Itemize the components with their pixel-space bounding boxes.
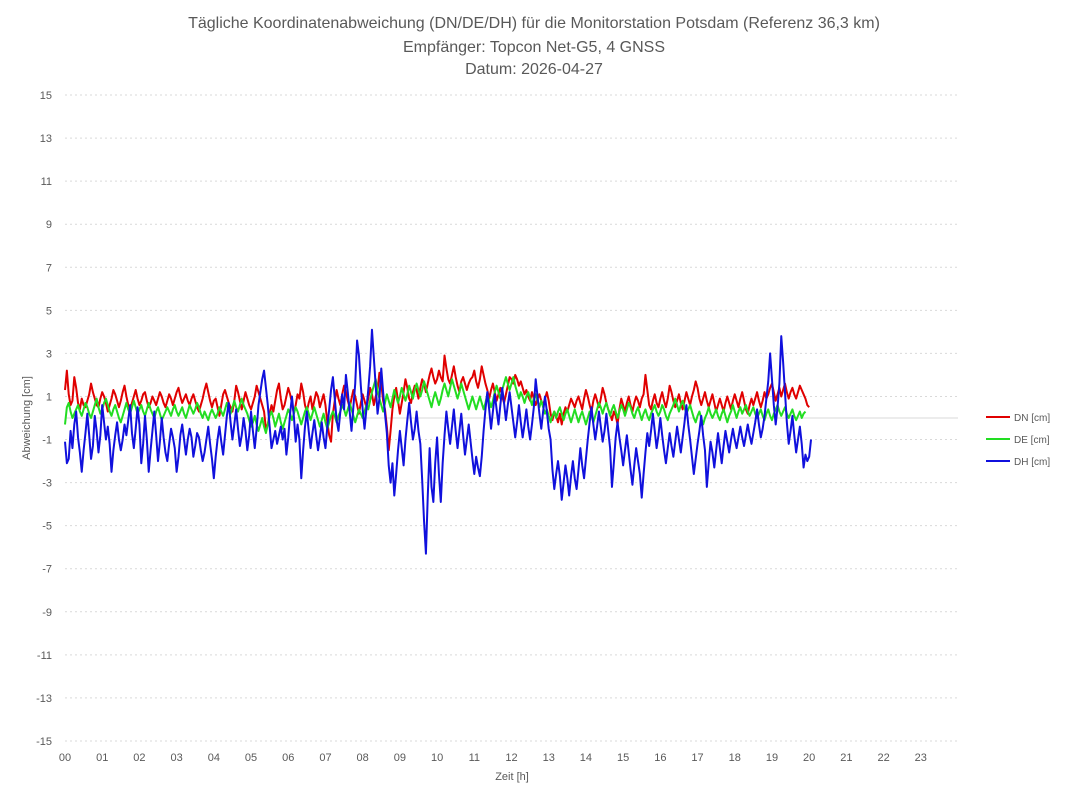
x-tick-label: 22	[877, 752, 889, 764]
x-tick-label: 19	[766, 752, 778, 764]
y-tick-label: -15	[36, 736, 52, 748]
legend-label-dh: DH [cm]	[1014, 457, 1050, 468]
chart-title-line-1: Tägliche Koordinatenabweichung (DN/DE/DH…	[188, 15, 880, 32]
x-tick-label: 12	[505, 752, 517, 764]
x-tick-label: 08	[357, 752, 369, 764]
x-axis-label: Zeit [h]	[495, 771, 529, 783]
x-tick-label: 21	[840, 752, 852, 764]
x-tick-label: 18	[729, 752, 741, 764]
x-tick-label: 04	[208, 752, 220, 764]
y-tick-label: -9	[42, 607, 52, 619]
y-axis-label: Abweichung [cm]	[21, 376, 33, 460]
y-tick-label: 11	[41, 176, 52, 188]
x-tick-label: 00	[59, 752, 71, 764]
legend: DN [cm] DE [cm] DH [cm]	[986, 413, 1050, 468]
x-tick-label: 13	[543, 752, 555, 764]
x-tick-label: 01	[96, 752, 108, 764]
x-tick-label: 06	[282, 752, 294, 764]
chart-title-line-2: Empfänger: Topcon Net-G5, 4 GNSS	[403, 39, 665, 56]
x-tick-label: 07	[319, 752, 331, 764]
y-tick-label: 9	[46, 219, 52, 231]
y-tick-label: 15	[40, 90, 52, 102]
x-axis-tick-labels: 00 01 02 03 04 05 06 07 08 09 10 11 12 13 14 15 16 17 18 19…	[59, 752, 927, 764]
x-tick-label: 11	[469, 752, 480, 764]
y-tick-label: -3	[42, 478, 52, 490]
y-tick-label: -13	[36, 693, 52, 705]
x-tick-label: 02	[133, 752, 145, 764]
x-tick-label: 20	[803, 752, 815, 764]
y-tick-label: 13	[40, 133, 52, 145]
x-tick-label: 14	[580, 752, 592, 764]
x-tick-label: 23	[915, 752, 927, 764]
legend-label-de: DE [cm]	[1014, 435, 1050, 446]
y-tick-label: -11	[37, 650, 52, 662]
y-tick-label: 3	[46, 348, 52, 360]
series-line-de	[64, 376, 807, 435]
legend-label-dn: DN [cm]	[1014, 413, 1050, 424]
y-tick-label: -1	[42, 435, 52, 447]
y-tick-label: -7	[42, 564, 52, 576]
x-tick-label: 15	[617, 752, 629, 764]
x-tick-label: 17	[691, 752, 703, 764]
data-series	[64, 328, 813, 555]
series-line-dh	[64, 328, 813, 555]
y-tick-label: -5	[42, 521, 52, 533]
y-tick-label: 1	[46, 391, 52, 403]
chart-title: Tägliche Koordinatenabweichung (DN/DE/DH…	[188, 15, 880, 78]
x-tick-label: 05	[245, 752, 257, 764]
series-line-dn	[64, 354, 810, 452]
y-tick-label: 7	[46, 262, 52, 274]
x-tick-label: 16	[654, 752, 666, 764]
chart-title-line-3: Datum: 2026-04-27	[465, 61, 603, 78]
x-tick-label: 03	[171, 752, 183, 764]
gridlines	[65, 94, 958, 742]
x-tick-label: 09	[394, 752, 406, 764]
x-tick-label: 10	[431, 752, 443, 764]
y-tick-label: 5	[46, 305, 52, 317]
y-axis-tick-labels: 15 13 11 9 7 5 3 1 -1 -3 -5 -7 -9 -11 -13 -15	[36, 90, 52, 748]
